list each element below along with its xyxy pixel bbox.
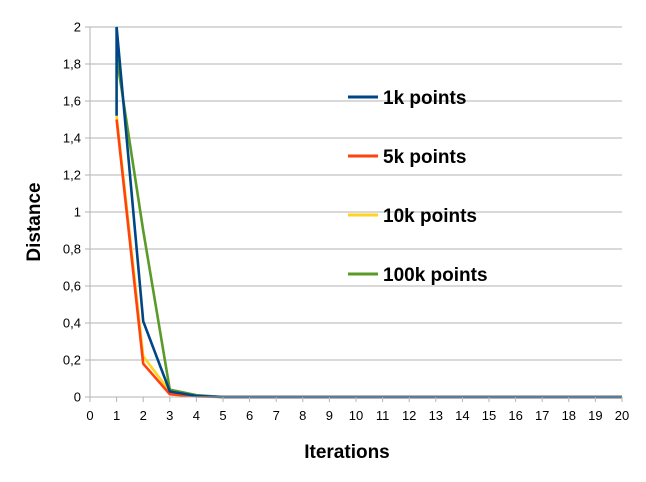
x-tick-label: 1 [113, 408, 120, 423]
x-tick-label: 9 [326, 408, 333, 423]
legend-label-5k-points: 5k points [383, 147, 466, 168]
x-tick-labels: 0 1 2 3 4 5 6 7 8 9 10 11 12 13 14 15 16 17 18 19 20 [86, 408, 629, 423]
legend: 1k points 5k points 10k points 100k points [348, 88, 488, 286]
x-tick-label: 2 [140, 408, 147, 423]
x-tick-label: 12 [402, 408, 416, 423]
x-tick-label: 14 [455, 408, 469, 423]
legend-label-10k-points: 10k points [383, 206, 477, 227]
x-tick-label: 15 [482, 408, 496, 423]
x-tick-label: 19 [588, 408, 602, 423]
x-tick-label: 4 [193, 408, 200, 423]
x-tick-label: 3 [166, 408, 173, 423]
axes [85, 26, 623, 402]
y-tick-label: 0,4 [63, 316, 81, 331]
y-tick-label: 0,2 [63, 353, 81, 368]
x-tick-label: 13 [429, 408, 443, 423]
x-tick-label: 20 [615, 408, 629, 423]
legend-label-1k-points: 1k points [383, 88, 466, 109]
legend-label-100k-points: 100k points [383, 265, 488, 286]
x-tick-label: 0 [86, 408, 93, 423]
y-tick-label: 0 [74, 390, 81, 405]
y-tick-labels: 0 0,2 0,4 0,6 0,8 1 1,2 1,4 1,6 1,8 2 [63, 20, 81, 405]
y-tick-label: 2 [74, 20, 81, 35]
x-tick-label: 17 [535, 408, 549, 423]
x-tick-label: 16 [508, 408, 522, 423]
y-axis-title: Distance [24, 182, 45, 261]
y-tick-label: 1 [74, 205, 81, 220]
x-tick-label: 11 [376, 408, 390, 423]
x-tick-label: 8 [299, 408, 306, 423]
x-tick-label: 18 [562, 408, 576, 423]
x-tick-label: 6 [246, 408, 253, 423]
y-tick-label: 0,8 [63, 242, 81, 257]
y-tick-label: 0,6 [63, 279, 81, 294]
x-tick-label: 7 [273, 408, 280, 423]
y-tick-label: 1,4 [63, 131, 81, 146]
y-tick-label: 1,2 [63, 168, 81, 183]
x-axis-title: Iterations [304, 442, 390, 463]
gridlines [90, 26, 622, 361]
y-tick-label: 1,6 [63, 94, 81, 109]
x-tick-label: 5 [219, 408, 226, 423]
y-tick-label: 1,8 [63, 57, 81, 72]
x-tick-label: 10 [349, 408, 363, 423]
